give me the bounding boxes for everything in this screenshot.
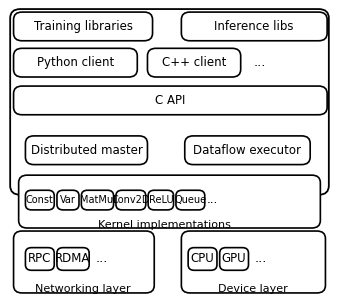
Text: ...: ... (255, 252, 267, 265)
Text: MatMul: MatMul (80, 195, 115, 205)
FancyBboxPatch shape (14, 48, 137, 77)
FancyBboxPatch shape (220, 248, 248, 270)
FancyBboxPatch shape (185, 136, 310, 165)
Text: C API: C API (155, 94, 185, 107)
FancyBboxPatch shape (181, 12, 327, 41)
Text: ...: ... (96, 252, 108, 265)
FancyBboxPatch shape (14, 231, 154, 293)
Text: Training libraries: Training libraries (34, 20, 133, 33)
Text: Const: Const (26, 195, 54, 205)
FancyBboxPatch shape (10, 9, 329, 195)
FancyBboxPatch shape (14, 86, 327, 115)
FancyBboxPatch shape (57, 248, 89, 270)
Text: Kernel implementations: Kernel implementations (98, 220, 231, 230)
FancyBboxPatch shape (188, 248, 217, 270)
Text: Conv2D: Conv2D (112, 195, 150, 205)
Text: ReLU: ReLU (148, 195, 173, 205)
Text: Queue: Queue (174, 195, 206, 205)
FancyBboxPatch shape (25, 248, 54, 270)
FancyBboxPatch shape (147, 48, 241, 77)
FancyBboxPatch shape (14, 12, 153, 41)
FancyBboxPatch shape (181, 231, 325, 293)
Text: RPC: RPC (28, 252, 52, 265)
Text: Python client: Python client (37, 56, 114, 69)
Text: ...: ... (206, 193, 218, 207)
FancyBboxPatch shape (148, 190, 174, 210)
Text: CPU: CPU (191, 252, 215, 265)
FancyBboxPatch shape (176, 190, 205, 210)
FancyBboxPatch shape (57, 190, 79, 210)
Text: RDMA: RDMA (55, 252, 91, 265)
Text: Device layer: Device layer (218, 284, 287, 294)
FancyBboxPatch shape (81, 190, 114, 210)
Text: Inference libs: Inference libs (215, 20, 294, 33)
FancyBboxPatch shape (116, 190, 146, 210)
Text: Networking layer: Networking layer (35, 284, 131, 294)
Text: ...: ... (253, 56, 265, 69)
Text: C++ client: C++ client (162, 56, 226, 69)
Text: Distributed master: Distributed master (31, 144, 142, 157)
FancyBboxPatch shape (25, 136, 147, 165)
FancyBboxPatch shape (19, 175, 320, 228)
Text: Dataflow executor: Dataflow executor (194, 144, 301, 157)
Text: GPU: GPU (222, 252, 246, 265)
Text: Var: Var (60, 195, 76, 205)
FancyBboxPatch shape (25, 190, 54, 210)
